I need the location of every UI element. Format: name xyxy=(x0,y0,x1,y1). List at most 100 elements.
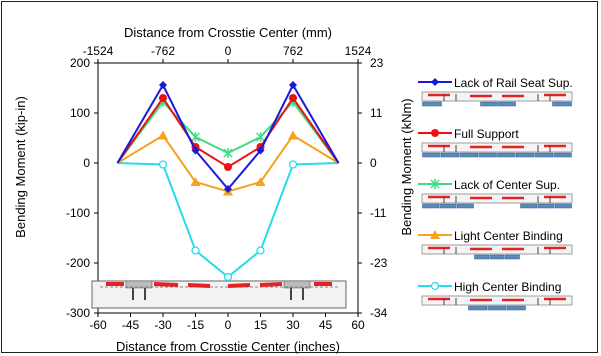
mini-support-block xyxy=(489,254,505,260)
mini-tie-body xyxy=(421,295,573,306)
y-tick-label: 0 xyxy=(83,156,90,170)
data-point xyxy=(223,272,233,282)
left-axis-label: Bending Moment (kip-in) xyxy=(13,96,28,238)
bottom-axis-label: Distance from Crosstie Center (inches) xyxy=(116,339,340,354)
data-point xyxy=(256,146,265,155)
series-line xyxy=(116,82,340,191)
mini-support-block xyxy=(497,152,516,158)
legend-item: High Center Binding xyxy=(418,280,573,311)
legend-tie-diagram xyxy=(421,142,573,158)
legend-marker xyxy=(430,281,440,291)
data-point xyxy=(190,132,201,142)
x2-tick-label: 1524 xyxy=(345,44,372,58)
crosstie-red-segments xyxy=(106,282,332,288)
data-point xyxy=(289,81,297,89)
data-point xyxy=(255,132,266,142)
y2-tick-label: 11 xyxy=(370,106,383,120)
mini-tie-body xyxy=(421,142,573,153)
x-tick-label: -15 xyxy=(187,318,205,332)
mini-support-block xyxy=(504,254,520,260)
legend-tie-diagram xyxy=(421,91,573,107)
legend-item: Lack of Center Sup. xyxy=(418,178,573,209)
legend-item: Full Support xyxy=(418,127,573,158)
data-point xyxy=(224,163,232,171)
legend-item: Lack of Rail Seat Sup. xyxy=(418,76,573,107)
mini-support-block xyxy=(537,203,555,209)
mini-support-block xyxy=(422,152,441,158)
x-tick-label: 0 xyxy=(225,318,232,332)
y-tick-label: -300 xyxy=(66,306,90,320)
bottom-axis-title: Distance from Crosstie Center (inches) xyxy=(116,339,340,354)
mini-tie-red xyxy=(428,144,566,149)
data-point xyxy=(255,177,266,186)
x-tick-label: -60 xyxy=(89,318,107,332)
x2-tick-label: -762 xyxy=(151,44,175,58)
data-point xyxy=(159,81,167,89)
legend-label: Full Support xyxy=(454,127,519,141)
y2-tick-label: -23 xyxy=(370,256,388,270)
mini-support-block xyxy=(480,101,498,107)
legend-marker xyxy=(431,129,439,137)
mini-tie-rails xyxy=(443,196,551,203)
y-tick-label: 100 xyxy=(70,106,90,120)
y2-tick-label: -11 xyxy=(370,206,387,220)
x2-tick-label: -1524 xyxy=(83,44,114,58)
legend-item: Light Center Binding xyxy=(418,229,573,260)
mini-tie-body xyxy=(421,244,573,255)
x2-tick-label: 0 xyxy=(225,44,232,58)
series-high-center-binding xyxy=(117,160,339,282)
y-tick-label: -100 xyxy=(66,206,90,220)
mini-support-block xyxy=(459,152,478,158)
legend-tie-diagram xyxy=(421,244,573,260)
mini-tie-rails xyxy=(443,94,551,101)
data-point xyxy=(159,94,167,102)
x-tick-label: 45 xyxy=(319,318,333,332)
mini-support-block xyxy=(422,203,440,209)
mini-support-block xyxy=(516,152,535,158)
mini-support-block xyxy=(487,305,507,311)
data-point xyxy=(191,246,200,255)
mini-support-block xyxy=(554,203,572,209)
mini-tie-rails xyxy=(443,247,551,254)
data-point xyxy=(223,148,233,158)
legend: Lack of Rail Seat Sup. Full Support Lack o… xyxy=(418,76,573,311)
crosstie-diagram xyxy=(91,280,347,309)
x-tick-label: 60 xyxy=(351,318,365,332)
mini-support-block xyxy=(456,203,474,209)
x-tick-label: 15 xyxy=(254,318,268,332)
mini-support-block xyxy=(553,152,572,158)
crosstie-rail-seat-left xyxy=(125,280,153,289)
mini-tie-red xyxy=(428,297,566,302)
mini-support-block xyxy=(498,101,516,107)
data-point xyxy=(224,185,232,193)
mini-support-block xyxy=(552,101,572,107)
legend-marker xyxy=(430,179,440,189)
ticks-layer: -60 -45 -30 -15 0 15 30 45 60 -1524 -762 0 762 1524 -3… xyxy=(66,44,388,332)
mini-tie-body xyxy=(421,193,573,204)
mini-support-block xyxy=(422,101,442,107)
data-point xyxy=(289,94,297,102)
legend-marker xyxy=(431,78,439,86)
mini-tie-body xyxy=(421,91,573,102)
legend-tie-diagram xyxy=(421,295,573,311)
legend-label: Lack of Rail Seat Sup. xyxy=(454,76,573,90)
series-layer xyxy=(116,81,340,282)
legend-label: Light Center Binding xyxy=(454,229,563,243)
legend-label: Lack of Center Sup. xyxy=(454,178,560,192)
legend-marker xyxy=(430,230,440,239)
series-line xyxy=(117,162,339,279)
y-tick-label: 200 xyxy=(70,56,90,70)
mini-support-block xyxy=(520,203,538,209)
mini-support-block xyxy=(478,152,497,158)
mini-support-block xyxy=(474,254,490,260)
x2-tick-label: 762 xyxy=(283,44,303,58)
mini-support-block xyxy=(439,203,457,209)
x-tick-label: -45 xyxy=(122,318,140,332)
data-point xyxy=(158,130,168,140)
data-point xyxy=(158,160,168,169)
mini-support-block xyxy=(441,152,460,158)
y2-tick-label: 0 xyxy=(370,156,377,170)
legend-label: High Center Binding xyxy=(454,280,561,294)
mini-tie-red xyxy=(428,195,566,200)
